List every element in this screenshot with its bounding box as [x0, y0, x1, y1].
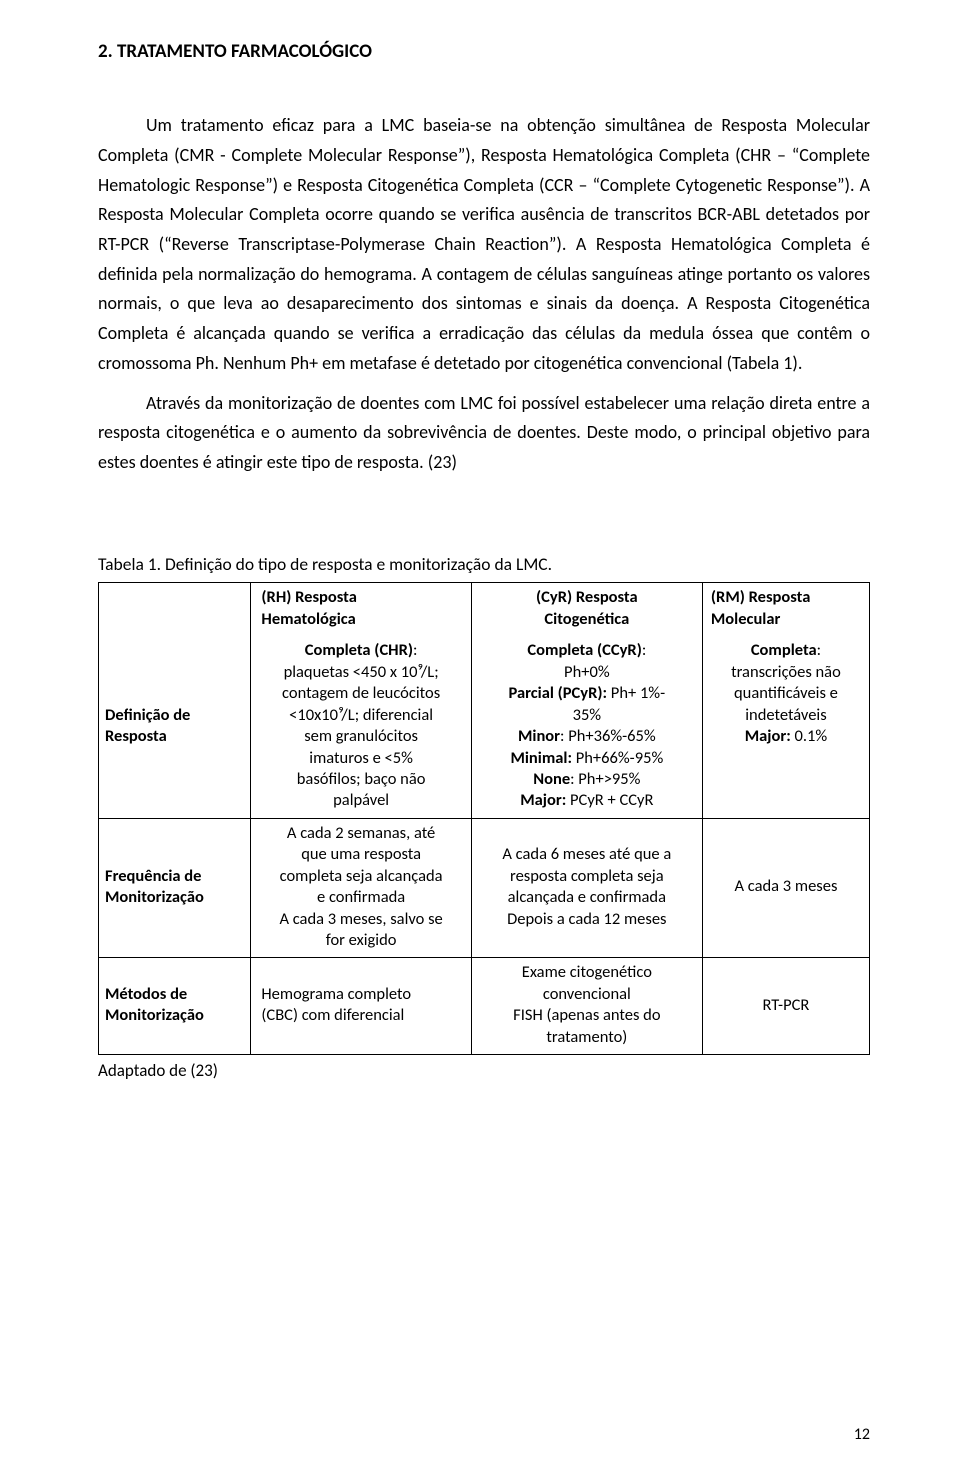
- table-source-note: Adaptado de (23): [98, 1057, 870, 1085]
- response-table: (RH) RespostaHematológica (CyR) Resposta…: [98, 582, 870, 1055]
- paragraph-2: Através da monitorização de doentes com …: [98, 389, 870, 478]
- table-header-row: (RH) RespostaHematológica (CyR) Resposta…: [99, 583, 870, 636]
- cell-met-rh: Hemograma completo(CBC) com diferencial: [251, 958, 471, 1055]
- cell-met-rm: RT-PCR: [702, 958, 869, 1055]
- cell-def-rm: Completa:transcrições nãoquantificáveis …: [702, 636, 869, 818]
- table-row-metodos: Métodos de Monitorização Hemograma compl…: [99, 958, 870, 1055]
- table-row-definicao: Definição de Resposta Completa (CHR):pla…: [99, 636, 870, 818]
- col-head-cy: (CyR) RespostaCitogenética: [471, 583, 702, 636]
- cell-def-rh: Completa (CHR):plaquetas <450 x 10⁹/L;co…: [251, 636, 471, 818]
- cell-freq-rm: A cada 3 meses: [702, 818, 869, 958]
- table-empty-corner: [99, 583, 251, 636]
- table-row-frequencia: Frequência de Monitorização A cada 2 sem…: [99, 818, 870, 958]
- paragraph-1: Um tratamento eficaz para a LMC baseia-s…: [98, 111, 870, 378]
- cell-met-cy: Exame citogenéticoconvencionalFISH (apen…: [471, 958, 702, 1055]
- table-caption: Tabela 1. Definição do tipo de resposta …: [98, 550, 870, 579]
- page-number: 12: [854, 1422, 870, 1448]
- section-heading: 2. TRATAMENTO FARMACOLÓGICO: [98, 36, 870, 67]
- col-head-rm: (RM) RespostaMolecular: [702, 583, 869, 636]
- cell-def-cy: Completa (CCyR):Ph+0%Parcial (PCyR): Ph+…: [471, 636, 702, 818]
- cell-freq-cy: A cada 6 meses até que aresposta complet…: [471, 818, 702, 958]
- cell-freq-rh: A cada 2 semanas, atéque uma respostacom…: [251, 818, 471, 958]
- row-label-freq: Frequência de Monitorização: [99, 818, 251, 958]
- col-head-rh: (RH) RespostaHematológica: [251, 583, 471, 636]
- document-page: 2. TRATAMENTO FARMACOLÓGICO Um tratament…: [0, 0, 960, 1468]
- row-label-met: Métodos de Monitorização: [99, 958, 251, 1055]
- row-label-def: Definição de Resposta: [99, 636, 251, 818]
